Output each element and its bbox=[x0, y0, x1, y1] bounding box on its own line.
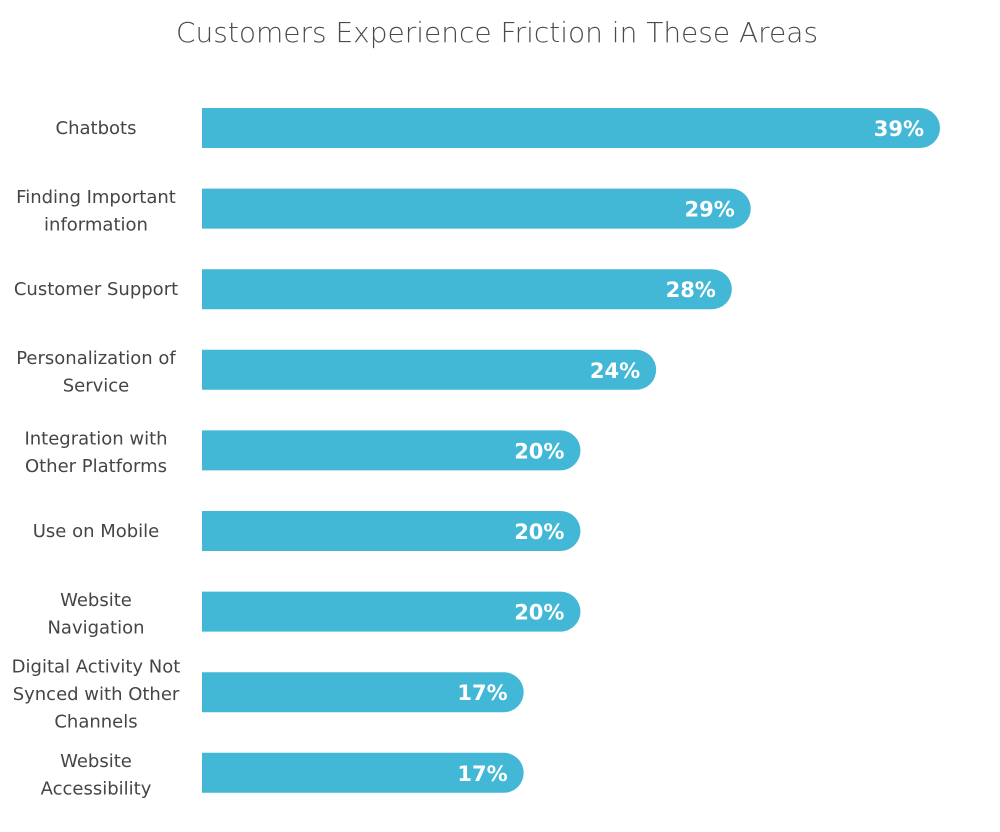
data-label: 20% bbox=[514, 439, 564, 463]
category-label-line: information bbox=[44, 214, 148, 235]
data-label: 28% bbox=[666, 278, 716, 302]
category-label-line: Other Platforms bbox=[25, 456, 167, 477]
category-label: Chatbots bbox=[56, 118, 137, 139]
bar bbox=[202, 752, 524, 793]
data-label: 29% bbox=[685, 198, 735, 222]
bar bbox=[202, 511, 581, 551]
category-label-line: Website bbox=[60, 590, 132, 611]
category-label: Website Navigation bbox=[47, 590, 144, 639]
category-label-line: Chatbots bbox=[56, 118, 137, 139]
data-label: 20% bbox=[514, 520, 564, 544]
bar bbox=[202, 672, 524, 713]
bar bbox=[202, 188, 751, 229]
bar bbox=[202, 349, 657, 390]
category-label-line: Service bbox=[63, 376, 130, 397]
category-label: Digital Activity Not Synced with Other Cha… bbox=[12, 657, 181, 733]
category-label: Finding Important information bbox=[16, 187, 176, 236]
bars-group: 39% Chatbots 29% Finding Important informati… bbox=[12, 108, 940, 800]
category-label-line: Synced with Other bbox=[13, 684, 180, 705]
category-label-line: Personalization of bbox=[16, 348, 176, 369]
data-label: 17% bbox=[457, 762, 507, 786]
category-label-line: Channels bbox=[54, 712, 137, 733]
chart-title: Customers Experience Friction in These A… bbox=[176, 16, 818, 49]
bar bbox=[202, 430, 581, 471]
data-label: 20% bbox=[514, 601, 564, 625]
bar bbox=[202, 269, 732, 310]
category-label-line: Finding Important bbox=[16, 187, 176, 208]
data-label: 39% bbox=[874, 117, 924, 141]
bar bbox=[202, 591, 581, 632]
data-label: 24% bbox=[590, 359, 640, 383]
bar bbox=[202, 108, 940, 148]
category-label-line: Website bbox=[60, 751, 132, 772]
category-label-line: Navigation bbox=[47, 617, 144, 638]
category-label-line: Customer Support bbox=[14, 279, 178, 300]
category-label: Website Accessibility bbox=[41, 751, 152, 800]
category-label-line: Accessibility bbox=[41, 779, 152, 800]
category-label-line: Use on Mobile bbox=[33, 521, 160, 542]
category-label: Personalization of Service bbox=[16, 348, 176, 397]
category-label-line: Integration with bbox=[24, 429, 167, 450]
category-label: Integration with Other Platforms bbox=[24, 429, 167, 478]
data-label: 17% bbox=[457, 681, 507, 705]
category-label-line: Digital Activity Not bbox=[12, 657, 181, 678]
category-label: Use on Mobile bbox=[33, 521, 160, 542]
category-label: Customer Support bbox=[14, 279, 178, 300]
